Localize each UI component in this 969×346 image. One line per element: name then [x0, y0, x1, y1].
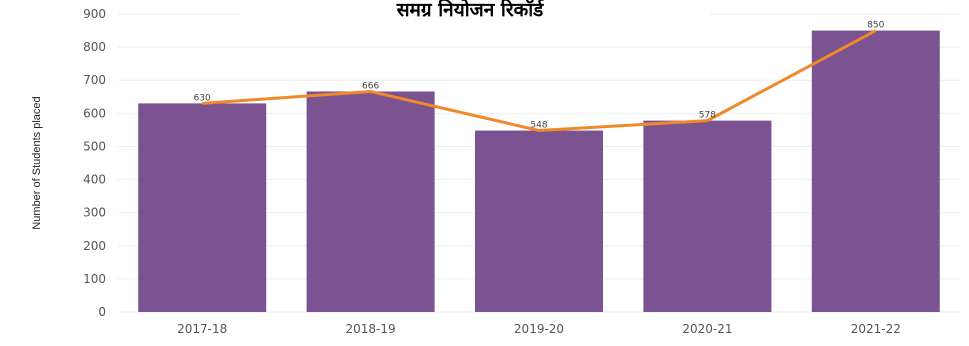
x-tick-label: 2021-22: [851, 322, 901, 336]
data-label: 578: [699, 111, 716, 121]
line-series: [202, 29, 877, 133]
chart-title: समग्र नियोजन रिकॉर्ड: [396, 0, 545, 21]
data-label: 548: [530, 121, 547, 131]
y-tick-label: 500: [83, 139, 106, 153]
trend-line: [202, 29, 877, 133]
y-tick-label: 200: [83, 239, 106, 253]
data-label: 850: [867, 21, 884, 31]
y-axis-ticks: 0 100 200 300 400 500 600 700 800 900: [83, 7, 106, 319]
y-tick-label: 100: [83, 272, 106, 286]
y-tick-label: 900: [83, 7, 106, 21]
bar: [811, 30, 940, 313]
title-backdrop: [240, 0, 710, 26]
y-tick-label: 700: [83, 73, 106, 87]
y-tick-label: 600: [83, 106, 106, 120]
data-labels: 630 666 548 578 850: [194, 21, 885, 131]
data-label: 666: [362, 81, 379, 91]
y-tick-label: 800: [83, 40, 106, 54]
y-axis-title: Number of Students placed: [31, 96, 43, 229]
x-tick-label: 2018-19: [346, 322, 396, 336]
bar: [643, 120, 772, 313]
x-tick-label: 2017-18: [177, 322, 227, 336]
bars: [138, 30, 940, 313]
x-tick-label: 2020-21: [682, 322, 732, 336]
data-label: 630: [194, 93, 211, 103]
x-axis-ticks: 2017-18 2018-19 2019-20 2020-21 2021-22: [177, 322, 901, 336]
bar: [138, 103, 267, 313]
y-tick-label: 0: [98, 305, 106, 319]
bar: [475, 130, 603, 312]
y-tick-label: 300: [83, 206, 106, 220]
bar: [306, 91, 435, 312]
x-tick-label: 2019-20: [514, 322, 564, 336]
y-tick-label: 400: [83, 173, 106, 187]
